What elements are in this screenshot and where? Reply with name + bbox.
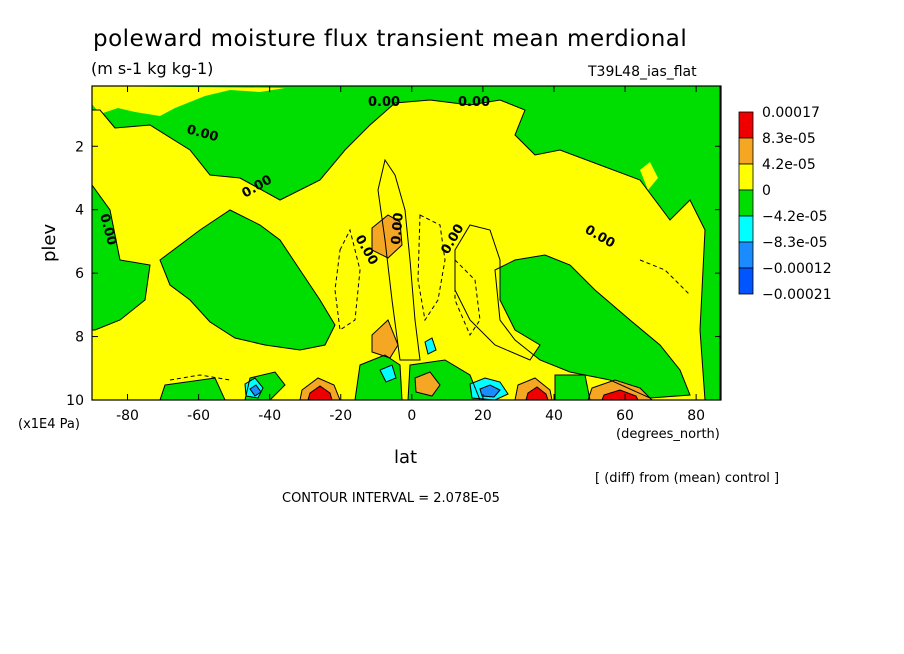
x-tick-label: 0: [407, 408, 416, 424]
contour-line: [377, 158, 421, 361]
contour-field: 0.00 0.000.000.000.000.000.00 0.00 0.00: [92, 86, 721, 400]
field-region-positive: [640, 162, 658, 190]
chart-title: poleward moisture flux transient mean me…: [93, 26, 687, 52]
x-tick-label: 60: [616, 408, 634, 424]
contour-line: [244, 377, 264, 399]
field-region-extreme: [372, 215, 402, 258]
colorbar-swatch: [738, 137, 754, 165]
field-region-positive: [378, 160, 420, 360]
contour-line-dashed: [639, 259, 691, 296]
y-tick-label: 10: [66, 393, 84, 409]
colorbar-label: −4.2e-05: [762, 209, 827, 225]
x-tick-label: 80: [687, 408, 705, 424]
y-units: (x1E4 Pa): [18, 417, 80, 432]
x-tick-label: -20: [329, 408, 352, 424]
y-tick-label: 2: [75, 139, 84, 155]
colorbar-swatch: [738, 111, 754, 139]
y-tick-label: 8: [75, 330, 84, 346]
contour-line: [354, 354, 403, 400]
colorbar-label: −0.00021: [762, 287, 832, 303]
contour-line: [587, 379, 653, 400]
contour-label: 0.00: [389, 212, 407, 245]
colorbar-label: 4.2e-05: [762, 157, 816, 173]
x-tick-label: -80: [116, 408, 139, 424]
contour-label: 0.00: [458, 95, 490, 110]
contour-line: [494, 254, 691, 399]
contour-line: [514, 377, 553, 400]
x-tick-label: -60: [187, 408, 210, 424]
field-region-negative: [92, 86, 720, 400]
contour-line: [92, 184, 151, 331]
contour-line: [371, 319, 399, 359]
contour-label: 0.00: [368, 95, 400, 110]
y-tick-label: 6: [75, 266, 84, 282]
x-axis: -80 -60 -40 -20 0 20 40 60 80: [116, 86, 705, 424]
contour-line: [92, 86, 721, 400]
field-region-extreme: [308, 386, 332, 400]
contour-line: [407, 359, 481, 400]
colorbar-swatch: [738, 241, 754, 269]
colorbar-swatch: [738, 267, 754, 295]
contour-line-dashed: [169, 374, 231, 381]
contour-line: [307, 385, 333, 400]
colorbar-label: −8.3e-05: [762, 235, 827, 251]
contour-line-dashed: [417, 214, 446, 322]
field-region-positive: [360, 140, 372, 165]
colorbar-label: 8.3e-05: [762, 131, 816, 147]
footer-note: [ (diff) from (mean) control ]: [595, 471, 779, 486]
colorbar-label: −0.00012: [762, 261, 832, 277]
contour-line: [414, 371, 441, 397]
x-axis-label: lat: [394, 447, 417, 468]
colorbar-swatch: [738, 163, 754, 191]
colorbar-swatch: [738, 215, 754, 243]
contour-line: [299, 377, 341, 400]
contour-line: [249, 384, 262, 397]
contour-line: [159, 209, 336, 351]
run-label: T39L48_ias_flat: [587, 64, 697, 80]
contour-interval: CONTOUR INTERVAL = 2.078E-05: [282, 491, 500, 506]
contour-line-dashed: [334, 228, 361, 331]
contour-line-dashed: [454, 258, 481, 337]
x-tick-label: 20: [474, 408, 492, 424]
colorbar: 0.00017 8.3e-05 4.2e-05 0 −4.2e-05 −8.3e-05 −0…: [738, 105, 832, 303]
contour-line: [371, 214, 403, 259]
contour-line: [469, 377, 509, 400]
colorbar-label: 0: [762, 183, 771, 199]
chart-units: (m s-1 kg kg-1): [91, 59, 213, 78]
colorbar-label: 0.00017: [762, 105, 820, 121]
field-region-negative: [92, 185, 150, 330]
field-region-extreme: [526, 387, 548, 400]
contour-line: [601, 389, 639, 400]
x-tick-label: -40: [258, 408, 281, 424]
y-tick-label: 4: [75, 203, 84, 219]
plot-frame: [91, 85, 722, 401]
y-axis: 2 4 6 8 10: [66, 139, 721, 409]
contour-line: [554, 374, 591, 400]
contour-line: [479, 384, 501, 398]
contour-line: [379, 364, 397, 383]
field-region-negative: [495, 255, 690, 398]
x-units: (degrees_north): [616, 427, 720, 442]
contour-line: [159, 377, 226, 400]
field-region-extreme: [602, 390, 638, 400]
field-region-positive: [92, 86, 285, 116]
y-axis-label: plev: [39, 223, 60, 262]
contour-line: [424, 337, 437, 355]
field-region-negative: [555, 375, 590, 400]
colorbar-swatch: [738, 189, 754, 217]
x-tick-label: 40: [545, 408, 563, 424]
contour-line: [525, 386, 549, 400]
field-region-extreme: [415, 372, 440, 396]
